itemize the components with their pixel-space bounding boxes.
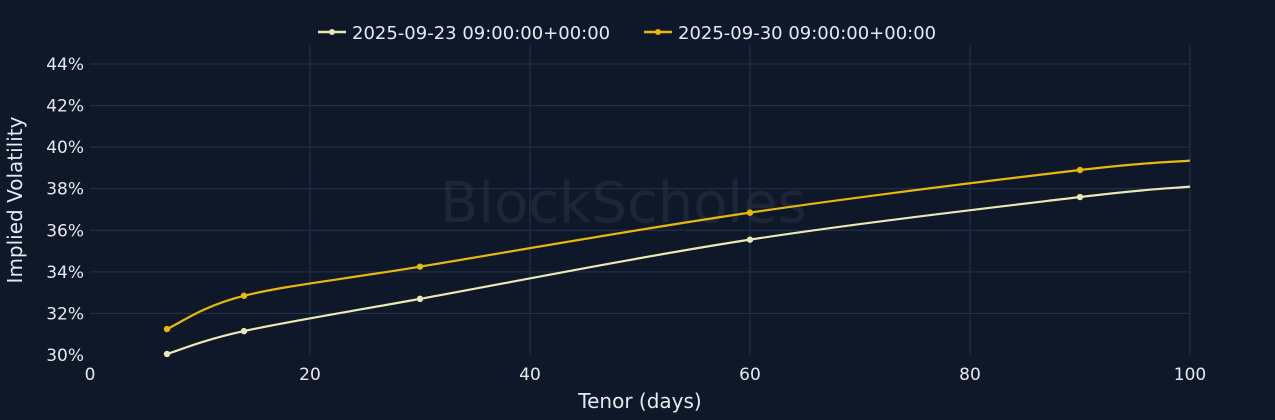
legend-item-1[interactable]: 2025-09-23 09:00:00+00:00: [318, 23, 610, 44]
data-point[interactable]: [746, 236, 754, 243]
data-point[interactable]: [163, 325, 171, 333]
legend-item-2[interactable]: 2025-09-30 09:00:00+00:00: [644, 23, 936, 44]
x-tick-label: 80: [959, 365, 981, 385]
legend-marker-1: [329, 29, 335, 35]
data-point[interactable]: [416, 263, 424, 270]
y-tick-label: 40%: [46, 138, 84, 158]
y-tick-label: 34%: [46, 263, 84, 283]
data-point[interactable]: [1076, 193, 1084, 201]
y-tick-label: 36%: [46, 221, 84, 241]
data-point[interactable]: [1076, 166, 1084, 174]
data-point[interactable]: [746, 209, 754, 216]
legend-label-2: 2025-09-30 09:00:00+00:00: [678, 23, 936, 44]
grid: [90, 45, 1191, 355]
y-tick-label: 42%: [46, 97, 84, 117]
x-axis-title: Tenor (days): [577, 389, 701, 413]
y-axis-ticks: 30% 32% 34% 36% 38% 40% 42% 44%: [46, 55, 84, 366]
y-tick-label: 44%: [46, 55, 84, 75]
x-tick-label: 60: [739, 365, 761, 385]
legend-marker-2: [655, 29, 661, 35]
y-tick-label: 32%: [46, 304, 84, 324]
y-tick-label: 38%: [46, 180, 84, 200]
x-tick-label: 20: [299, 365, 321, 385]
y-tick-label: 30%: [46, 346, 84, 366]
x-tick-label: 40: [519, 365, 541, 385]
x-tick-label: 100: [1174, 365, 1206, 385]
y-axis-title: Implied Volatility: [3, 116, 27, 283]
series-layer: [163, 159, 1191, 358]
watermark-logo: BlockScholes: [440, 171, 807, 236]
x-tick-label: 0: [85, 365, 96, 385]
data-point[interactable]: [240, 327, 248, 335]
x-axis-ticks: 0 20 40 60 80 100: [85, 365, 1207, 385]
data-point[interactable]: [416, 295, 424, 303]
data-point[interactable]: [240, 292, 248, 299]
legend[interactable]: 2025-09-23 09:00:00+00:00 2025-09-30 09:…: [318, 23, 936, 44]
data-point[interactable]: [163, 350, 171, 358]
legend-label-1: 2025-09-23 09:00:00+00:00: [352, 23, 610, 44]
